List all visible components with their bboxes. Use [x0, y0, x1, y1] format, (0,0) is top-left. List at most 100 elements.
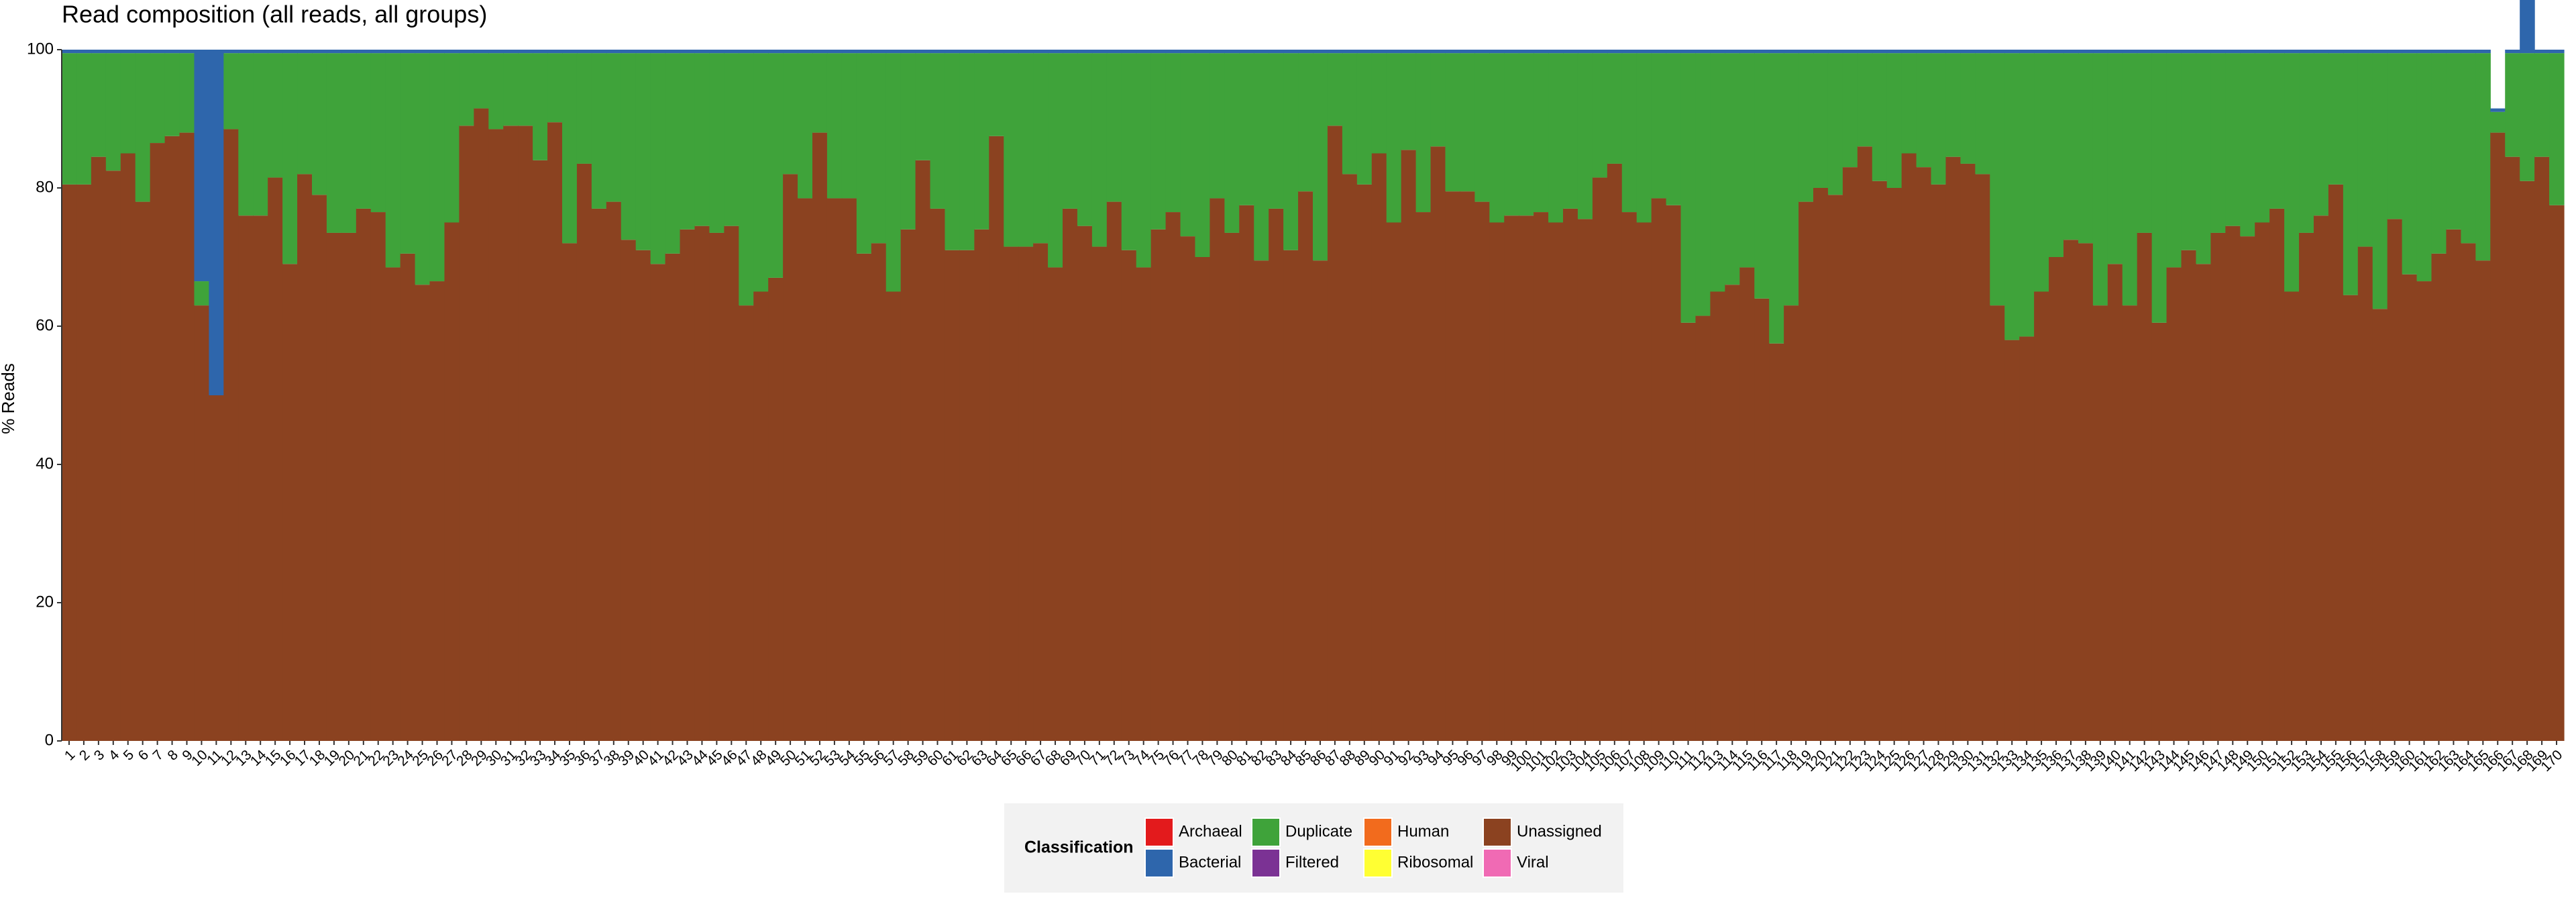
bar-segment	[812, 132, 828, 742]
bar-segment	[1048, 53, 1063, 268]
bar-segment	[1916, 53, 1932, 168]
bar-segment	[1872, 181, 1888, 741]
bar-segment	[1754, 50, 1770, 54]
bar-segment	[621, 50, 637, 54]
bar-segment	[1695, 315, 1711, 741]
bar-segment	[753, 53, 769, 292]
bar-segment	[209, 395, 224, 741]
bar-segment	[1063, 208, 1078, 741]
bar-segment	[1445, 191, 1461, 741]
bar-segment	[2416, 53, 2432, 282]
bar-segment	[1695, 53, 1711, 316]
bar-segment	[2416, 50, 2432, 54]
bar-segment	[1504, 215, 1519, 741]
bar-segment	[900, 50, 916, 54]
bar-segment	[798, 198, 813, 741]
bar-segment	[1165, 212, 1181, 741]
bar-segment	[606, 53, 622, 202]
bar-segment	[1283, 250, 1299, 741]
bar-segment	[562, 50, 578, 54]
bar-segment	[1313, 53, 1328, 261]
bar-segment	[297, 50, 313, 54]
bar-segment	[1445, 50, 1461, 54]
bar-segment	[1415, 212, 1432, 741]
bar-segment	[2284, 53, 2300, 292]
bar-segment	[488, 50, 504, 54]
bar-segment	[709, 53, 724, 233]
bar-segment	[341, 50, 357, 54]
bar-segment	[2416, 281, 2432, 741]
bar-segment	[2034, 50, 2049, 54]
bar-segment	[209, 50, 224, 395]
bar-segment	[223, 129, 239, 741]
bar-segment	[341, 232, 357, 741]
y-tick-label: 60	[36, 316, 54, 334]
bar-segment	[135, 201, 151, 742]
bar-segment	[1504, 50, 1519, 54]
bar-segment	[2343, 53, 2359, 295]
bar-segment	[1415, 53, 1432, 213]
bar-segment	[885, 50, 902, 54]
bar-segment	[900, 229, 916, 741]
bar-segment	[1460, 50, 1475, 54]
bar-segment	[1857, 50, 1873, 54]
y-tick-label: 0	[45, 731, 54, 749]
bar-segment	[2196, 53, 2212, 264]
bar-segment	[444, 53, 460, 223]
bar-segment	[518, 50, 533, 54]
bar-segment	[2328, 184, 2344, 742]
bar-segment	[2549, 205, 2565, 741]
bar-segment	[650, 264, 666, 741]
bar-segment	[1945, 50, 1962, 54]
bar-segment	[518, 53, 533, 126]
bar-segment	[783, 174, 798, 741]
bar-segment	[1666, 50, 1682, 54]
bar-segment	[120, 153, 136, 741]
bar-segment	[238, 53, 254, 216]
bar-segment	[1739, 50, 1755, 54]
bar-segment	[798, 50, 813, 54]
bar-segment	[2137, 53, 2153, 233]
bar-segment	[2181, 250, 2197, 741]
y-tick-label: 80	[36, 178, 54, 196]
bar-segment	[1960, 50, 1976, 54]
bar-segment	[768, 53, 784, 278]
bar-segment	[1548, 222, 1564, 741]
bar-segment	[2049, 257, 2064, 741]
bar-segment	[1033, 243, 1049, 741]
bar-segment	[1121, 53, 1137, 250]
bar-segment	[2372, 53, 2388, 309]
bar-segment	[2446, 53, 2462, 230]
bar-segment	[1091, 53, 1108, 247]
bar-segment	[2225, 50, 2241, 54]
bar-segment	[1106, 201, 1122, 742]
bar-segment	[223, 50, 239, 54]
bar-segment	[1636, 53, 1652, 223]
bar-segment	[1990, 53, 2005, 306]
bar-segment	[282, 264, 298, 741]
bar-segment	[2357, 246, 2373, 741]
bar-segment	[62, 53, 77, 185]
bar-segment	[2004, 53, 2020, 340]
bar-segment	[2284, 291, 2300, 741]
bar-segment	[2520, 0, 2535, 54]
bar-segment	[1680, 50, 1697, 54]
bar-segment	[2461, 243, 2476, 741]
bar-segment	[2357, 50, 2373, 54]
bar-segment	[2402, 274, 2418, 741]
bar-segment	[1827, 195, 1843, 741]
x-tick-label: 2	[76, 747, 93, 764]
bar-segment	[1283, 53, 1299, 250]
bar-segment	[1239, 53, 1254, 205]
bar-segment	[2063, 50, 2079, 54]
bar-segment	[2034, 291, 2049, 741]
bar-segment	[2269, 53, 2285, 209]
bar-segment	[1725, 285, 1740, 741]
bar-segment	[282, 50, 298, 54]
x-tick-label: 6	[136, 747, 152, 764]
bar-segment	[533, 50, 548, 54]
bar-segment	[1474, 53, 1490, 202]
bar-segment	[2314, 50, 2329, 54]
bar-segment	[2446, 229, 2462, 741]
